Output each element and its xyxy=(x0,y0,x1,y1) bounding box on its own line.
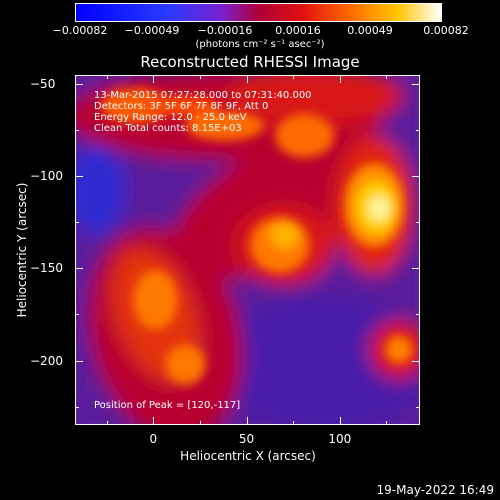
annotation-energy: Energy Range: 12.0 - 25.0 keV xyxy=(94,112,247,123)
x-minor-tick xyxy=(106,75,108,79)
x-axis-label: Heliocentric X (arcsec) xyxy=(180,449,316,463)
colorbar-tick: 0.00082 xyxy=(423,24,469,37)
x-minor-tick xyxy=(293,75,295,79)
y-major-tick xyxy=(75,84,83,86)
footer-date: 19-May-2022 16:49 xyxy=(376,483,494,497)
y-major-tick xyxy=(412,84,420,86)
x-major-tick xyxy=(246,417,248,425)
x-minor-tick xyxy=(199,421,201,425)
x-tick-label: 50 xyxy=(238,432,255,446)
x-major-tick xyxy=(153,75,155,83)
y-minor-tick xyxy=(75,406,79,408)
x-minor-tick xyxy=(199,75,201,79)
y-major-tick xyxy=(75,176,83,178)
y-minor-tick xyxy=(75,222,79,224)
y-minor-tick xyxy=(416,314,420,316)
chart-title: Reconstructed RHESSI Image xyxy=(140,53,360,71)
heatmap xyxy=(76,76,419,424)
annotation-detectors: Detectors: 3F 5F 6F 7F 8F 9F, Att 0 xyxy=(94,101,269,112)
colorbar-tick: −0.00016 xyxy=(197,24,253,37)
x-major-tick xyxy=(339,75,341,83)
y-major-tick xyxy=(75,360,83,362)
plot-area: 13-Mar-2015 07:27:28.000 to 07:31:40.000… xyxy=(75,75,420,425)
y-minor-tick xyxy=(75,314,79,316)
y-minor-tick xyxy=(416,406,420,408)
x-minor-tick xyxy=(106,421,108,425)
y-major-tick xyxy=(75,268,83,270)
y-tick-label: −100 xyxy=(30,169,63,184)
colorbar-tick: −0.00082 xyxy=(52,24,108,37)
y-major-tick xyxy=(412,268,420,270)
annotation-time-range: 13-Mar-2015 07:27:28.000 to 07:31:40.000 xyxy=(94,90,312,101)
x-tick-label: 100 xyxy=(328,432,352,446)
y-tick-label: −200 xyxy=(30,353,63,368)
x-tick-label: 0 xyxy=(149,432,158,446)
colorbar-tick: 0.00016 xyxy=(275,24,321,37)
y-tick-label: −150 xyxy=(30,261,63,276)
y-axis-label: Heliocentric Y (arcsec) xyxy=(15,182,29,318)
x-minor-tick xyxy=(386,75,388,79)
colorbar xyxy=(75,3,442,22)
peak-position-label: Position of Peak = [120,-117] xyxy=(94,400,241,411)
annotation-counts: Clean Total counts: 8.15E+03 xyxy=(94,123,242,134)
y-major-tick xyxy=(412,360,420,362)
y-major-tick xyxy=(412,176,420,178)
x-major-tick xyxy=(339,417,341,425)
x-major-tick xyxy=(246,75,248,83)
x-minor-tick xyxy=(386,421,388,425)
colorbar-tick: 0.00049 xyxy=(347,24,393,37)
colorbar-gradient xyxy=(76,4,441,21)
colorbar-unit: (photons cm⁻² s⁻¹ asec⁻²) xyxy=(195,39,325,50)
x-minor-tick xyxy=(293,421,295,425)
y-minor-tick xyxy=(416,130,420,132)
x-major-tick xyxy=(153,417,155,425)
colorbar-tick: −0.00049 xyxy=(124,24,180,37)
y-minor-tick xyxy=(416,222,420,224)
y-tick-label: −50 xyxy=(30,77,56,92)
y-minor-tick xyxy=(75,130,79,132)
